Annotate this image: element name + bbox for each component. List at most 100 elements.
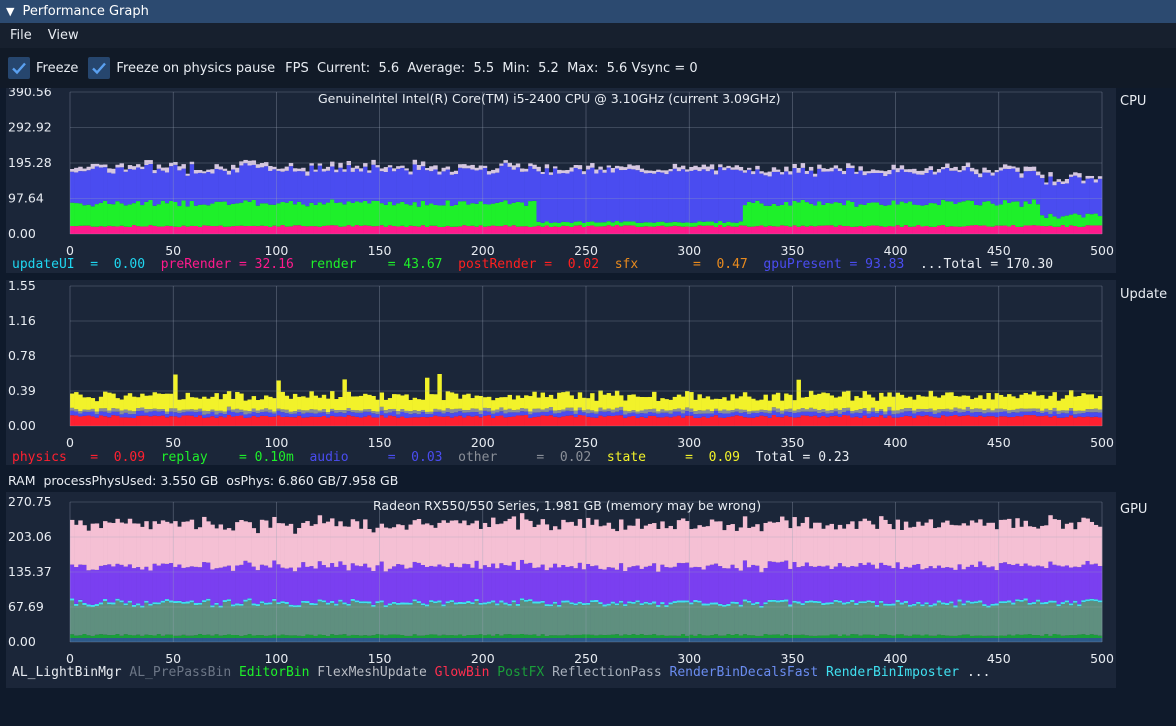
fps-average-value: 5.5 (473, 60, 495, 76)
update-x-tick: 300 (677, 435, 701, 450)
update-y-tick: 1.55 (8, 280, 36, 293)
cpu-legend-item[interactable]: postRender = 0.02 (458, 257, 615, 272)
vsync-readout: Vsync = 0 (631, 60, 698, 76)
gpu-y-tick: 203.06 (8, 529, 52, 544)
update-legend-item[interactable]: state = 0.09 (606, 450, 756, 465)
update-legend-item[interactable]: audio = 0.03 (309, 450, 459, 465)
cpu-x-tick: 50 (165, 243, 181, 258)
update-y-tick: 1.16 (8, 313, 36, 328)
update-graph[interactable]: 1.55 1.16 0.78 0.39 0.00 0 50 100 150 200 250 300 35… (0, 280, 1176, 465)
cpu-y-tick: 195.28 (8, 155, 52, 170)
gpu-side-label: GPU (1120, 502, 1148, 517)
gpu-legend-item[interactable]: PostFX (497, 665, 553, 680)
cpu-graph[interactable]: 390.56 292.92 195.28 97.64 0.00 0 50 100 150 200 2… (0, 88, 1176, 273)
update-x-tick: 400 (884, 435, 908, 450)
update-x-tick: 500 (1090, 435, 1114, 450)
cpu-y-tick: 0.00 (8, 226, 36, 241)
fps-readout: FPS Current: 5.6 Average: 5.5 Min: 5.2 M… (285, 61, 697, 76)
update-legend-total: Total = 0.23 (755, 450, 850, 465)
fps-min-label: Min: (502, 60, 530, 76)
cpu-x-tick: 100 (264, 243, 288, 258)
fps-current-value: 5.6 (378, 60, 400, 76)
cpu-x-tick: 400 (884, 243, 908, 258)
gpu-legend-item[interactable]: RenderBinImposter (826, 665, 967, 680)
gpu-x-tick: 250 (574, 651, 598, 666)
gpu-legend-item[interactable]: AL_LightBinMgr (12, 665, 130, 680)
gpu-legend-total: ... (966, 665, 991, 680)
menu-view[interactable]: View (47, 28, 79, 43)
freeze-physics-checkbox[interactable] (88, 57, 111, 79)
gpu-x-tick: 350 (780, 651, 804, 666)
cpu-legend-item[interactable]: sfx = 0.47 (614, 257, 764, 272)
gpu-legend-item[interactable]: ReflectionPass (552, 665, 670, 680)
gpu-y-tick: 0.00 (8, 634, 36, 649)
fps-max-label: Max: (567, 60, 599, 76)
freeze-label: Freeze (36, 60, 79, 76)
update-y-tick: 0.00 (8, 418, 36, 433)
update-legend-item[interactable]: physics = 0.09 (12, 450, 161, 465)
update-y-tick: 0.78 (8, 348, 36, 363)
update-side-label: Update (1120, 287, 1168, 302)
cpu-info: GenuineIntel Intel(R) Core(TM) i5-2400 C… (318, 91, 780, 106)
gpu-x-tick: 150 (368, 651, 392, 666)
gpu-legend-item[interactable]: EditorBin (238, 665, 318, 680)
fps-min-value: 5.2 (538, 60, 559, 76)
cpu-legend-item[interactable]: updateUI = 0.00 (12, 257, 161, 272)
gpu-info: Radeon RX550/550 Series, 1.981 GB (memor… (373, 498, 761, 513)
update-x-tick: 200 (471, 435, 495, 450)
update-x-tick: 0 (66, 435, 74, 450)
cpu-legend-item[interactable]: gpuPresent = 93.83 (763, 257, 920, 272)
gpu-x-tick: 50 (165, 651, 181, 666)
cpu-legend-total: ...Total = 170.30 (919, 257, 1054, 272)
gpu-x-tick: 500 (1090, 651, 1114, 666)
triangle-down-icon[interactable]: ▼ (6, 5, 15, 18)
fps-average-label: Average: (407, 60, 466, 76)
gpu-legend-item[interactable]: FlexMeshUpdate (317, 665, 435, 680)
gpu-x-tick: 200 (471, 651, 495, 666)
gpu-legend-item[interactable]: GlowBin (434, 665, 498, 680)
fps-current-label: Current: (316, 60, 371, 76)
gpu-x-tick: 300 (677, 651, 701, 666)
cpu-legend-item[interactable]: preRender = 32.16 (160, 257, 310, 272)
gpu-legend: AL_LightBinMgr AL_PrePassBin EditorBin F… (12, 665, 990, 680)
gpu-x-tick: 0 (66, 651, 74, 666)
gpu-y-tick: 270.75 (8, 494, 52, 509)
cpu-x-tick: 500 (1090, 243, 1114, 258)
menu-bar: File View (0, 23, 1176, 48)
window-title: Performance Graph (22, 4, 149, 19)
gpu-legend-item[interactable]: RenderBinDecalsFast (669, 665, 827, 680)
ram-readout: RAM processPhysUsed: 3.550 GB osPhys: 6.… (8, 473, 399, 488)
cpu-y-tick: 292.92 (8, 120, 52, 135)
gpu-y-tick: 67.69 (8, 599, 44, 614)
gpu-graph[interactable]: 270.75 203.06 135.37 67.69 0.00 0 50 100 150 200 2… (0, 492, 1176, 688)
update-legend-item[interactable]: replay = 0.10m (160, 450, 310, 465)
cpu-side-label: CPU (1120, 94, 1147, 109)
cpu-legend-item[interactable]: render = 43.67 (309, 257, 459, 272)
checkmark-icon (92, 62, 107, 75)
cpu-x-tick: 250 (574, 243, 598, 258)
cpu-x-tick: 350 (780, 243, 804, 258)
update-x-tick: 250 (574, 435, 598, 450)
gpu-x-tick: 100 (264, 651, 288, 666)
cpu-x-tick: 450 (987, 243, 1011, 258)
update-bars (70, 374, 1103, 426)
update-y-tick: 0.39 (8, 383, 36, 398)
update-panel (6, 280, 1116, 465)
update-x-tick: 450 (987, 435, 1011, 450)
menu-file[interactable]: File (10, 28, 32, 43)
cpu-bars (70, 159, 1103, 234)
gpu-x-tick: 450 (987, 651, 1011, 666)
gpu-bars (70, 513, 1103, 642)
cpu-y-tick: 97.64 (8, 191, 44, 206)
update-x-tick: 150 (368, 435, 392, 450)
fps-max-value: 5.6 (606, 60, 628, 76)
cpu-x-tick: 200 (471, 243, 495, 258)
cpu-x-tick: 300 (677, 243, 701, 258)
cpu-y-tick: 390.56 (8, 88, 52, 99)
gpu-x-tick: 400 (884, 651, 908, 666)
update-legend-item[interactable]: other = 0.02 (458, 450, 607, 465)
update-x-tick: 50 (165, 435, 181, 450)
gpu-legend-item[interactable]: AL_PrePassBin (129, 665, 239, 680)
freeze-checkbox[interactable] (8, 57, 30, 79)
window-titlebar[interactable]: ▼ Performance Graph (0, 0, 1176, 23)
